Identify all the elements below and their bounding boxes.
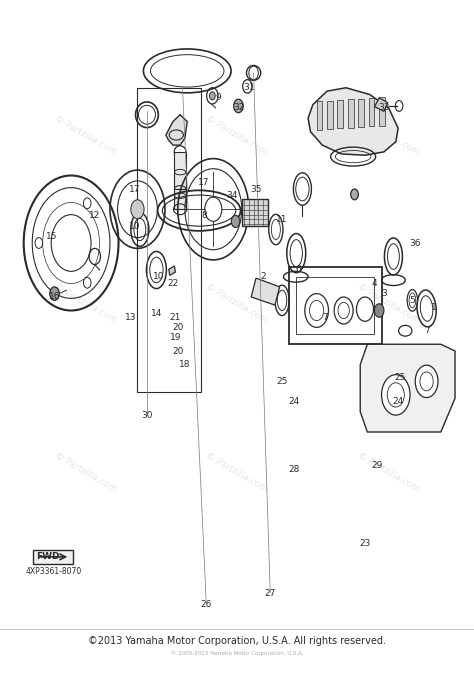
- Text: 20: 20: [172, 346, 183, 356]
- Text: 22: 22: [167, 279, 179, 288]
- Polygon shape: [33, 550, 73, 564]
- Text: © Partzilla.com: © Partzilla.com: [204, 282, 270, 325]
- Text: © 2005-2013 Yamaha Motor Corporation, U.S.A.: © 2005-2013 Yamaha Motor Corporation, U.…: [171, 650, 303, 655]
- Circle shape: [210, 92, 215, 100]
- Text: © Partzilla.com: © Partzilla.com: [53, 451, 118, 494]
- Text: 23: 23: [359, 539, 371, 548]
- Text: 11: 11: [276, 215, 288, 224]
- Text: © Partzilla.com: © Partzilla.com: [53, 113, 118, 157]
- Polygon shape: [242, 199, 268, 226]
- Bar: [296, 277, 374, 334]
- Polygon shape: [374, 98, 388, 111]
- Text: © Partzilla.com: © Partzilla.com: [53, 282, 118, 325]
- Text: 21: 21: [170, 313, 181, 322]
- Circle shape: [382, 375, 410, 415]
- Polygon shape: [251, 278, 280, 305]
- Bar: [174, 152, 186, 189]
- Text: 18: 18: [179, 360, 191, 369]
- Polygon shape: [317, 101, 322, 130]
- Text: 30: 30: [141, 410, 153, 420]
- Text: © Partzilla.com: © Partzilla.com: [204, 113, 270, 157]
- Text: 7: 7: [322, 313, 328, 322]
- Text: 10: 10: [129, 221, 141, 231]
- Text: 7: 7: [424, 326, 429, 335]
- Text: 28: 28: [288, 464, 300, 474]
- Text: 12: 12: [89, 211, 100, 221]
- Text: © Partzilla.com: © Partzilla.com: [356, 113, 421, 157]
- Text: 17: 17: [198, 178, 210, 187]
- Bar: [137, 88, 201, 391]
- Text: 25: 25: [395, 373, 406, 383]
- Circle shape: [131, 200, 144, 219]
- Text: 8: 8: [201, 211, 207, 221]
- Text: 4: 4: [372, 279, 377, 288]
- Polygon shape: [166, 115, 187, 145]
- Polygon shape: [348, 99, 354, 128]
- Text: 32: 32: [234, 103, 245, 113]
- Text: 14: 14: [151, 309, 162, 319]
- Text: 25: 25: [276, 377, 288, 386]
- Text: 15: 15: [46, 232, 58, 241]
- Text: 1: 1: [431, 302, 437, 312]
- Text: 5: 5: [410, 296, 415, 305]
- Polygon shape: [337, 100, 343, 128]
- Text: 31: 31: [243, 83, 255, 92]
- Text: ©2013 Yamaha Motor Corporation, U.S.A. All rights reserved.: ©2013 Yamaha Motor Corporation, U.S.A. A…: [88, 637, 386, 646]
- Text: 24: 24: [392, 397, 404, 406]
- Polygon shape: [360, 344, 455, 432]
- Text: 16: 16: [49, 292, 60, 302]
- Polygon shape: [369, 98, 374, 126]
- Text: 2: 2: [260, 272, 266, 281]
- Text: 13: 13: [125, 313, 136, 322]
- Polygon shape: [379, 97, 385, 126]
- Text: © Partzilla.com: © Partzilla.com: [356, 282, 421, 325]
- Text: FWD: FWD: [36, 552, 59, 562]
- Circle shape: [50, 287, 59, 300]
- Circle shape: [234, 99, 243, 113]
- Text: 35: 35: [250, 184, 262, 194]
- Text: 36: 36: [409, 238, 420, 248]
- Polygon shape: [169, 266, 175, 275]
- Bar: [289, 267, 382, 344]
- Text: 4XP3361-8070: 4XP3361-8070: [26, 567, 82, 576]
- Polygon shape: [308, 88, 398, 155]
- Text: 3: 3: [381, 289, 387, 298]
- Bar: [174, 189, 186, 209]
- Text: 10: 10: [153, 272, 164, 281]
- Text: © Partzilla.com: © Partzilla.com: [356, 451, 421, 494]
- Text: 26: 26: [201, 599, 212, 609]
- Polygon shape: [358, 99, 364, 127]
- Text: 27: 27: [264, 589, 276, 599]
- Polygon shape: [327, 101, 333, 129]
- Circle shape: [374, 304, 384, 317]
- Text: 34: 34: [227, 191, 238, 200]
- Text: 9: 9: [215, 93, 221, 103]
- Circle shape: [387, 383, 404, 407]
- Text: 20: 20: [172, 323, 183, 332]
- Text: © Partzilla.com: © Partzilla.com: [204, 451, 270, 494]
- Text: 19: 19: [170, 333, 181, 342]
- Text: 24: 24: [288, 397, 300, 406]
- Text: 33: 33: [378, 103, 390, 113]
- Circle shape: [420, 372, 433, 391]
- Text: 6: 6: [296, 265, 301, 275]
- Text: 17: 17: [129, 184, 141, 194]
- Circle shape: [351, 189, 358, 200]
- Text: 29: 29: [371, 461, 383, 470]
- Circle shape: [415, 365, 438, 398]
- Circle shape: [231, 215, 240, 227]
